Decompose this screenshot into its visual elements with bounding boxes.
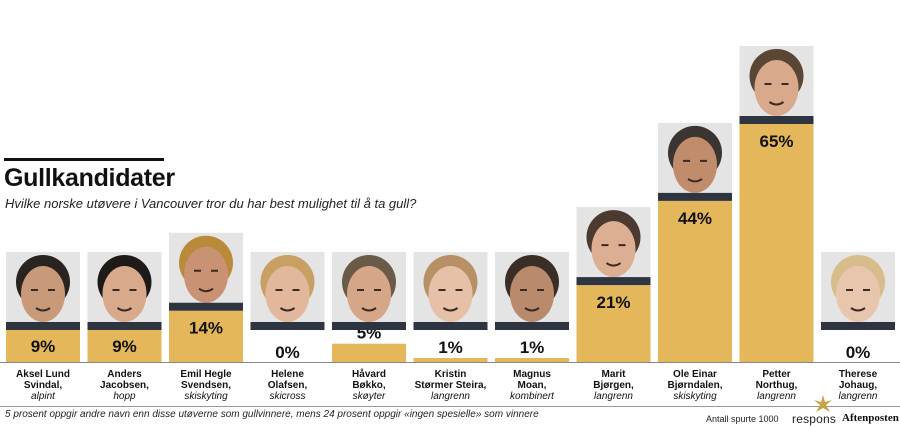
athlete-name-line: Johaug,: [838, 380, 878, 391]
athlete-discipline: langrenn: [431, 391, 470, 402]
athlete-portrait-9: [658, 122, 732, 201]
athlete-portrait-1: [6, 252, 80, 330]
title-rule: [4, 158, 164, 161]
athlete-name-line: Anders: [107, 369, 142, 380]
athlete-portrait-7: [495, 252, 569, 330]
bar-3: [169, 310, 243, 362]
bar-6: [413, 358, 488, 362]
athlete-label-3: Emil Hegle Svendsen, skiskyting: [166, 369, 246, 402]
athlete-discipline: skøyter: [352, 391, 386, 402]
athlete-name-line: Kristin: [434, 369, 467, 380]
athlete-name-line: Therese: [838, 369, 878, 380]
athlete-discipline: alpint: [31, 391, 55, 402]
athlete-discipline: langrenn: [838, 391, 878, 402]
athlete-label-11: Therese Johaug, langrenn: [818, 369, 898, 402]
athlete-name-line: Svindal,: [23, 380, 63, 391]
athlete-name-line: Magnus: [513, 369, 551, 380]
chart-subtitle: Hvilke norske utøvere i Vancouver tror d…: [5, 196, 417, 211]
athlete-portrait-4: [250, 252, 325, 330]
newspaper-logo: Aftenposten: [842, 412, 899, 424]
value-label-6: 1%: [438, 338, 463, 357]
athlete-portrait-11: [821, 252, 895, 330]
athlete-label-9: Ole Einar Bjørndalen, skiskyting: [655, 369, 735, 402]
athlete-label-5: Håvard Bøkko, skøyter: [329, 369, 409, 402]
athlete-portrait-6: [413, 252, 488, 330]
athlete-name-line: Bjørgen,: [593, 380, 634, 391]
pollster-logo: respons: [792, 412, 837, 426]
athlete-name-line: Marit: [601, 369, 626, 380]
athlete-label-8: Marit Bjørgen, langrenn: [574, 369, 654, 402]
chart-title: Gullkandidater: [4, 164, 175, 192]
athlete-name-line: Olafsen,: [267, 380, 308, 391]
athlete-name-line: Northug,: [755, 380, 798, 391]
athlete-discipline: skicross: [269, 391, 306, 402]
athlete-name-line: Aksel Lund: [16, 369, 70, 380]
athlete-name-line: Størmer Steira,: [414, 380, 487, 391]
athlete-label-4: Helene Olafsen, skicross: [248, 369, 328, 402]
bar-7: [495, 358, 569, 362]
athlete-discipline: skiskyting: [673, 391, 717, 402]
bar-1: [6, 329, 80, 362]
athlete-name-line: Petter: [762, 369, 791, 380]
athlete-portrait-8: [576, 207, 651, 286]
athlete-name-line: Jacobsen,: [100, 380, 149, 391]
value-label-2: 9%: [112, 337, 137, 356]
value-label-11: 0%: [846, 343, 871, 362]
value-label-1: 9%: [31, 337, 56, 356]
athlete-portrait-3: [169, 232, 243, 311]
value-label-7: 1%: [520, 338, 545, 357]
athlete-name-line: Bjørndalen,: [667, 380, 723, 391]
respons-logo-icon: [814, 395, 832, 412]
value-label-10: 65%: [759, 132, 793, 151]
value-label-3: 14%: [189, 319, 223, 338]
athlete-name-line: Emil Hegle: [180, 369, 232, 380]
athlete-label-6: Kristin Størmer Steira, langrenn: [411, 369, 491, 402]
athlete-label-10: Petter Northug, langrenn: [737, 369, 817, 402]
athlete-name-line: Ole Einar: [673, 369, 717, 380]
athlete-name-line: Helene: [271, 369, 304, 380]
athlete-label-1: Aksel Lund Svindal, alpint: [3, 369, 83, 402]
bar-10: [739, 124, 814, 362]
athlete-discipline: skiskyting: [184, 391, 228, 402]
athlete-discipline: langrenn: [757, 391, 796, 402]
athlete-name-line: Svendsen,: [180, 380, 232, 391]
athlete-name-line: Moan,: [517, 380, 547, 391]
athlete-label-2: Anders Jacobsen, hopp: [85, 369, 165, 402]
athlete-name-line: Bøkko,: [352, 380, 386, 391]
athlete-label-7: Magnus Moan, kombinert: [492, 369, 572, 402]
athlete-portrait-2: [87, 252, 162, 330]
value-label-9: 44%: [678, 209, 712, 228]
sample-size: Antall spurte 1000: [706, 414, 779, 424]
footer-rule: [0, 406, 900, 407]
value-label-4: 0%: [275, 343, 300, 362]
bar-8: [576, 285, 651, 362]
athlete-portrait-10: [739, 46, 814, 124]
athlete-discipline: hopp: [113, 391, 136, 402]
athlete-discipline: langrenn: [594, 391, 633, 402]
athlete-discipline: kombinert: [510, 391, 554, 402]
athlete-portrait-5: [332, 252, 406, 330]
bar-5: [332, 343, 406, 362]
footnote: 5 prosent oppgir andre navn enn disse ut…: [5, 409, 539, 420]
bar-2: [87, 329, 162, 362]
value-label-8: 21%: [596, 293, 630, 312]
athlete-name-line: Håvard: [352, 369, 386, 380]
bar-9: [658, 200, 732, 362]
